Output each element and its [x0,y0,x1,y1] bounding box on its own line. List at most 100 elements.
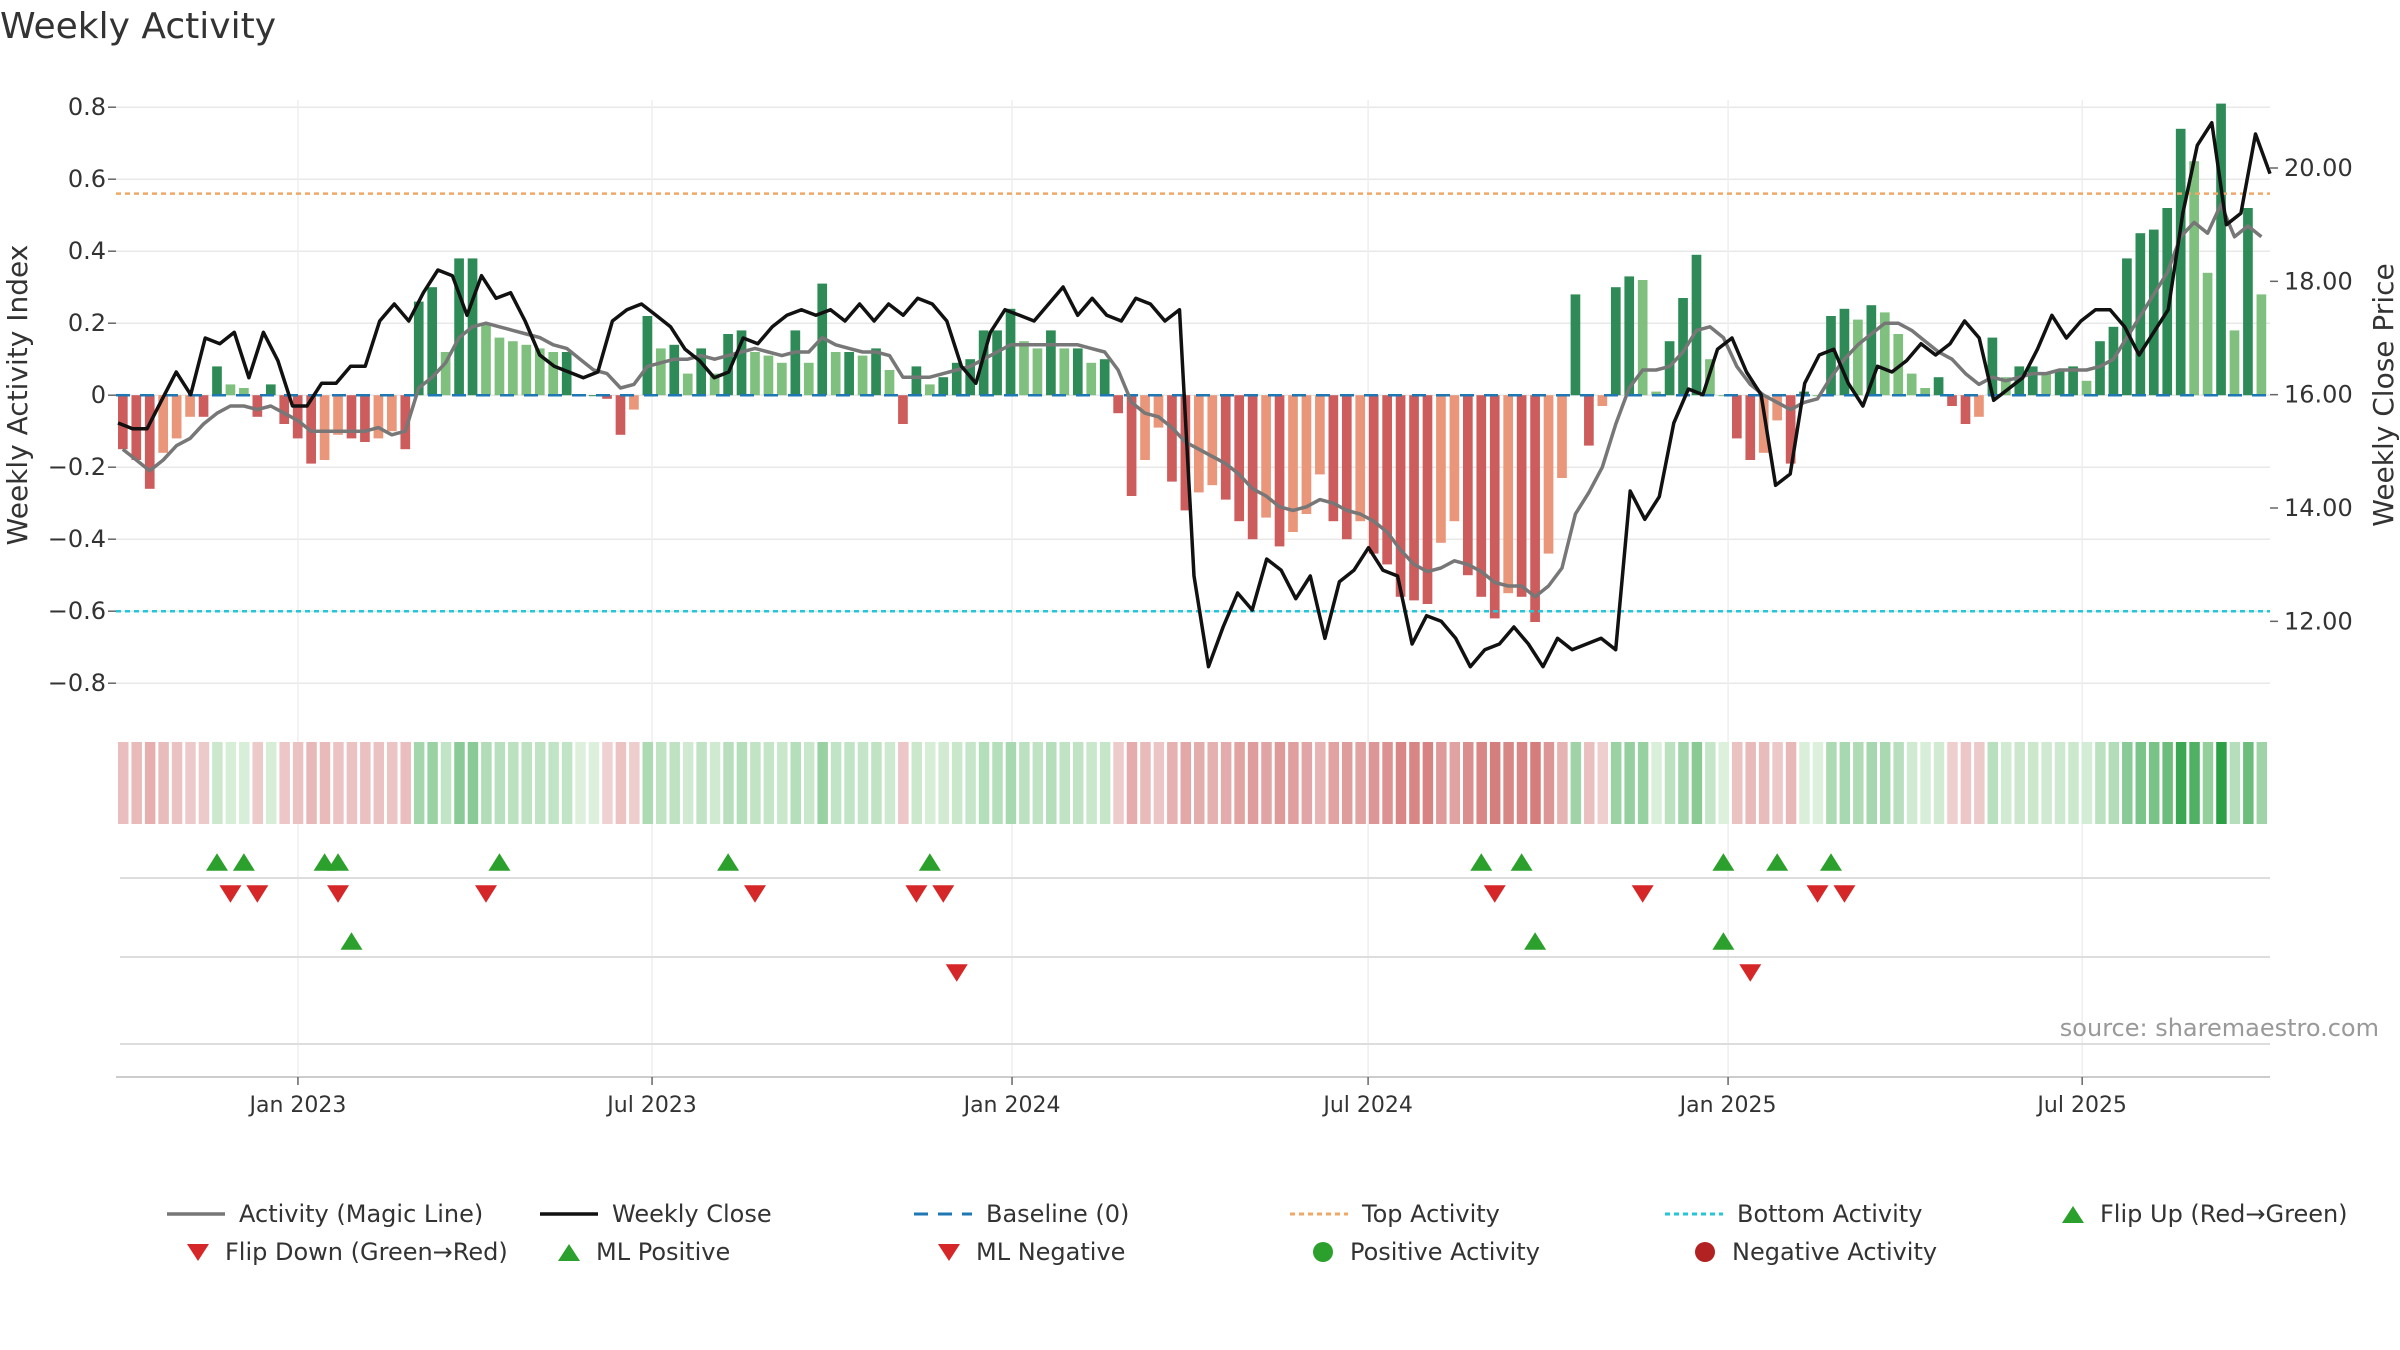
strip-cell [1624,742,1635,824]
activity-bar [212,366,222,396]
strip-cell [118,742,129,824]
strip-cell [292,742,304,824]
strip-cell [481,742,492,824]
flip-down-marker [1833,885,1856,903]
activity-bar [1516,395,1527,597]
activity-bar [373,395,384,439]
strip-cell [2135,742,2146,824]
activity-bar [2162,208,2173,396]
activity-bar [1247,395,1258,540]
strip-cell [2068,742,2079,824]
flip-down-marker [932,885,955,903]
y-tick-label-right: 16.00 [2284,381,2353,409]
chart-title: Weekly Activity [0,6,277,47]
x-tick-label: Jan 2023 [247,1093,346,1118]
strip-cell [1678,742,1689,824]
activity-bar [144,395,155,489]
activity-bar [898,395,908,424]
strip-cell [1207,742,1218,824]
strip-cell [602,742,613,824]
strip-cell [1247,742,1259,824]
activity-bar [1557,395,1567,478]
flip-markers [120,853,2270,1045]
legend-item: Flip Up (Red→Green) [2060,1200,2348,1228]
legend-label: ML Positive [596,1238,731,1266]
activity-bar [225,384,236,396]
activity-bar [1167,395,1177,482]
activity-bar [1543,395,1554,554]
activity-bar [1570,294,1581,396]
activity-bar [830,352,841,396]
strip-cell [1301,742,1313,824]
strip-cell [925,742,936,824]
activity-bar [508,341,518,396]
ml-negative-marker [945,964,968,982]
activity-bar [413,301,424,396]
y-tick-label-right: 12.00 [2284,607,2353,635]
strip-cell [1879,742,1891,824]
x-tick-label: Jan 2024 [962,1093,1061,1118]
strip-cell [508,742,519,824]
activity-bar [319,395,330,460]
y-tick-label-right: 18.00 [2284,267,2353,295]
x-tick-label: Jan 2025 [1678,1093,1777,1118]
strip-cell [1032,742,1044,824]
strip-cell [1570,742,1582,824]
strip-cell [2108,742,2120,824]
activity-bar [1355,395,1366,522]
flip-down-marker [1806,885,1829,903]
strip-cell [373,742,385,824]
strip-cell [360,742,371,824]
activity-bar [777,362,787,396]
strip-cell [1637,742,1649,824]
flip-down-marker [474,885,497,903]
strip-cell [1906,742,1918,824]
activity-bar [790,330,801,396]
legend-item: Negative Activity [1692,1238,1937,1266]
activity-bars [118,103,2267,622]
legend-label: Flip Down (Green→Red) [225,1238,508,1266]
activity-bar [884,370,895,396]
strip-cell [750,742,761,824]
activity-bar [938,377,949,396]
strip-cell [844,742,855,824]
y-tick-label-left: −0.2 [48,453,106,481]
activity-bar [2054,370,2065,396]
y-tick-label-left: 0.6 [68,165,106,193]
activity-bar [1758,395,1769,453]
activity-bar [1624,276,1635,396]
y-tick-label-left: 0.8 [68,93,106,121]
x-tick-label: Jul 2023 [605,1093,697,1118]
activity-bar [239,388,249,396]
activity-bar [1220,395,1231,500]
flip-up-marker [918,853,941,871]
activity-bar [750,352,760,396]
strip-cell [1113,742,1124,824]
strip-cell [1705,742,1716,824]
flip-down-marker [246,885,269,903]
activity-bar [1678,298,1688,396]
strip-cell [239,742,250,824]
strip-cell [1019,742,1030,824]
activity-bar [1866,305,1877,396]
activity-bar [265,384,276,396]
strip-cell [709,742,721,824]
legend-swatch [1695,1242,1715,1262]
flip-up-marker [1819,853,1842,871]
activity-bar [1153,395,1164,428]
activity-bar [2189,161,2199,396]
ml-positive-marker [1524,932,1547,950]
activity-bar [1826,316,1836,396]
strip-cell [830,742,842,824]
strip-cell [938,742,949,824]
flip-up-marker [717,853,740,871]
strip-cell [521,742,532,824]
activity-bar [1718,395,1729,397]
ml-positive-marker [340,932,363,950]
activity-bar [1207,395,1218,486]
strip-cell [1785,742,1797,824]
legend-item: Activity (Magic Line) [167,1200,483,1228]
strip-cell [306,742,317,824]
strip-cell [1758,742,1770,824]
legend-item: Top Activity [1290,1200,1500,1228]
